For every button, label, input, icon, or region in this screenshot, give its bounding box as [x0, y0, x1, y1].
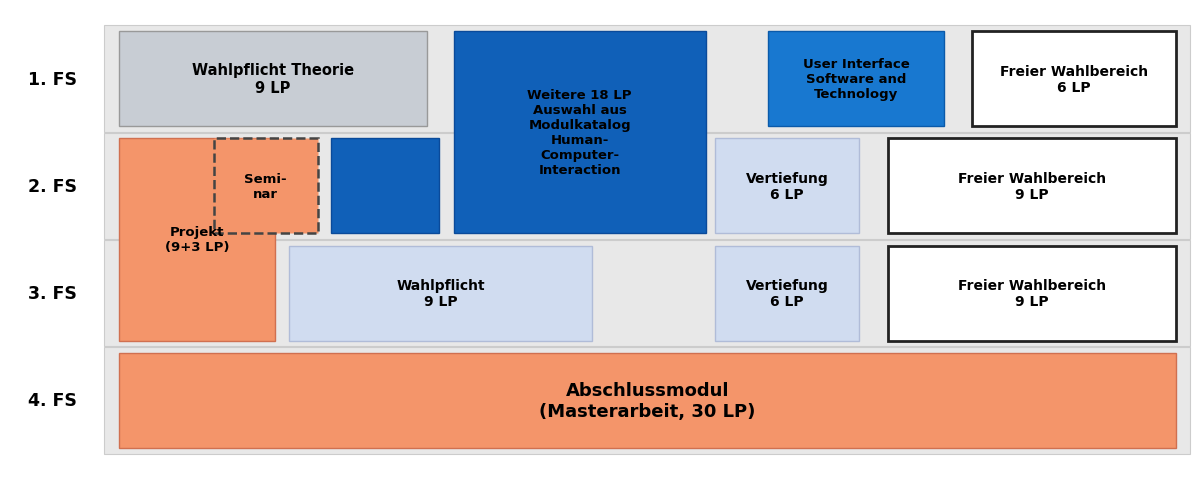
FancyBboxPatch shape: [331, 139, 439, 234]
Text: Vertiefung
6 LP: Vertiefung 6 LP: [746, 171, 828, 202]
FancyBboxPatch shape: [289, 246, 592, 341]
FancyBboxPatch shape: [104, 240, 1190, 347]
FancyBboxPatch shape: [454, 32, 706, 234]
Text: User Interface
Software and
Technology: User Interface Software and Technology: [803, 58, 910, 101]
Text: Freier Wahlbereich
9 LP: Freier Wahlbereich 9 LP: [958, 171, 1106, 202]
Text: 1. FS: 1. FS: [29, 71, 77, 88]
FancyBboxPatch shape: [104, 133, 1190, 240]
FancyBboxPatch shape: [888, 139, 1176, 234]
FancyBboxPatch shape: [119, 353, 1176, 448]
Text: Vertiefung
6 LP: Vertiefung 6 LP: [746, 278, 828, 309]
FancyBboxPatch shape: [119, 139, 275, 341]
FancyBboxPatch shape: [768, 32, 944, 127]
Text: Projekt
(9+3 LP): Projekt (9+3 LP): [164, 226, 229, 254]
Text: 2. FS: 2. FS: [29, 178, 77, 195]
Text: Abschlussmodul
(Masterarbeit, 30 LP): Abschlussmodul (Masterarbeit, 30 LP): [539, 381, 756, 420]
Text: 3. FS: 3. FS: [29, 285, 77, 302]
FancyBboxPatch shape: [119, 32, 427, 127]
Text: Semi-
nar: Semi- nar: [245, 172, 287, 201]
FancyBboxPatch shape: [715, 246, 859, 341]
FancyBboxPatch shape: [715, 139, 859, 234]
Text: Weitere 18 LP
Auswahl aus
Modulkatalog
Human-
Computer-
Interaction: Weitere 18 LP Auswahl aus Modulkatalog H…: [527, 89, 632, 177]
FancyBboxPatch shape: [972, 32, 1176, 127]
Text: Freier Wahlbereich
6 LP: Freier Wahlbereich 6 LP: [1000, 64, 1148, 95]
FancyBboxPatch shape: [104, 26, 1190, 132]
FancyBboxPatch shape: [104, 348, 1190, 454]
FancyBboxPatch shape: [214, 139, 318, 234]
Text: Wahlpflicht Theorie
9 LP: Wahlpflicht Theorie 9 LP: [192, 63, 354, 96]
Text: 4. FS: 4. FS: [29, 392, 77, 409]
Text: Freier Wahlbereich
9 LP: Freier Wahlbereich 9 LP: [958, 278, 1106, 309]
FancyBboxPatch shape: [888, 246, 1176, 341]
Text: Wahlpflicht
9 LP: Wahlpflicht 9 LP: [396, 278, 485, 309]
